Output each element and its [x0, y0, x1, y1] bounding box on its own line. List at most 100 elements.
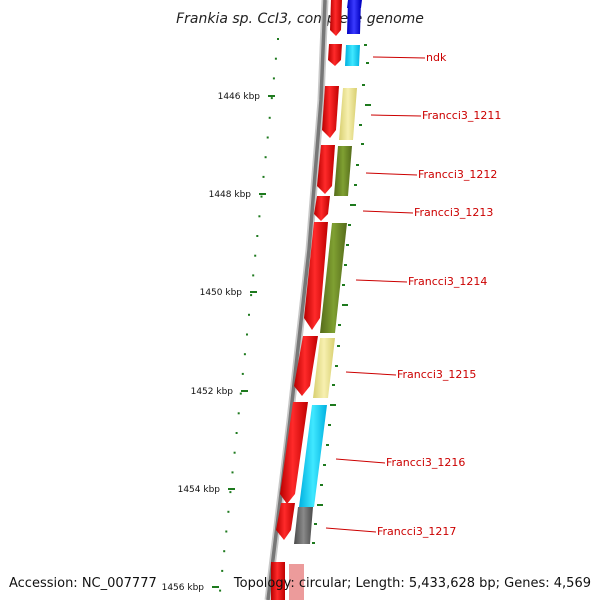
gene-label[interactable]: Francci3_1217 — [377, 525, 456, 538]
strand-tick — [344, 264, 347, 266]
gene-label-leader — [370, 114, 422, 117]
gene-arrow[interactable] — [271, 562, 285, 600]
ruler-dot — [268, 116, 271, 119]
gene-label-leader — [372, 56, 426, 59]
strand-tick — [356, 164, 359, 166]
gene-label[interactable]: Francci3_1212 — [418, 168, 497, 181]
ruler-dot — [250, 294, 253, 297]
gene-label[interactable]: Francci3_1216 — [386, 456, 465, 469]
ruler-dot — [264, 156, 267, 159]
ruler-dot — [237, 412, 240, 415]
kbp-tick-mark — [212, 586, 219, 588]
strand-tick — [323, 464, 326, 466]
gene-arrow-francci3-1217[interactable] — [276, 503, 295, 540]
ruler-dot — [219, 589, 222, 592]
gene-label[interactable]: Francci3_1215 — [397, 368, 476, 381]
feature-block-francci3-1211[interactable] — [339, 88, 357, 140]
strand-tick — [354, 184, 357, 186]
gene-label[interactable]: Francci3_1211 — [422, 109, 501, 122]
feature-block-francci3-1216[interactable] — [299, 405, 327, 507]
ruler-dot — [225, 530, 228, 533]
kbp-tick-label: 1452 kbp — [191, 387, 234, 397]
kbp-tick-mark — [228, 488, 235, 490]
feature-block-blue[interactable] — [347, 0, 361, 34]
feature-block-ndk[interactable] — [345, 45, 360, 66]
strand-tick — [338, 324, 341, 326]
feature-block-francci3-1212[interactable] — [334, 146, 352, 196]
gene-arrow[interactable] — [330, 0, 342, 36]
gene-track-forward — [271, 0, 342, 600]
kbp-tick-label: 1454 kbp — [178, 485, 221, 495]
strand-tick — [348, 224, 351, 226]
gene-arrow-francci3-1213[interactable] — [314, 196, 330, 221]
kbp-tick-label: 1456 kbp — [162, 583, 205, 593]
ruler-dot — [254, 254, 257, 257]
ruler-dot — [256, 235, 259, 237]
ruler-dot — [277, 38, 279, 40]
gene-label-leader — [335, 458, 386, 464]
strand-ticks — [312, 44, 371, 544]
ruler-dot — [243, 353, 246, 356]
feature-block-francci3-1217[interactable] — [294, 507, 313, 544]
gene-track-features — [289, 0, 362, 600]
gene-arrow-ndk[interactable] — [328, 44, 342, 66]
strand-tick — [317, 504, 323, 506]
ruler-dot — [272, 77, 275, 80]
ruler-dot — [229, 491, 232, 494]
gene-label-leader — [325, 527, 377, 533]
gene-label-leader — [345, 371, 397, 376]
position-ruler — [219, 38, 279, 592]
gene-label-leader — [362, 210, 414, 214]
feature-block[interactable] — [289, 564, 304, 600]
ruler-dot — [274, 57, 277, 60]
ruler-dot — [262, 175, 265, 178]
ruler-dot — [258, 215, 261, 218]
kbp-tick-mark — [268, 95, 275, 97]
gene-arrow-francci3-1216[interactable] — [280, 402, 308, 504]
gene-label[interactable]: ndk — [426, 51, 447, 64]
ruler-dot — [227, 510, 230, 513]
strand-tick — [362, 84, 365, 86]
strand-tick — [326, 444, 329, 446]
strand-tick — [337, 345, 340, 347]
topology-label: Topology: circular; Length: 5,433,628 bp… — [233, 576, 591, 591]
kbp-tick-mark — [259, 193, 266, 195]
kbp-tick-label: 1448 kbp — [209, 190, 252, 200]
strand-tick — [330, 404, 336, 406]
ruler-dot — [248, 313, 250, 316]
gene-label-leader — [365, 172, 418, 176]
strand-tick — [361, 143, 364, 145]
ruler-dot — [239, 392, 242, 395]
feature-block-francci3-1214[interactable] — [320, 223, 347, 333]
gene-arrow-francci3-1214[interactable] — [304, 222, 328, 330]
ruler-dot — [266, 136, 269, 139]
kbp-tick-label: 1446 kbp — [218, 92, 261, 102]
kbp-tick-label: 1450 kbp — [200, 288, 243, 298]
ruler-dot — [252, 274, 255, 277]
strand-tick — [332, 384, 335, 386]
strand-tick — [335, 365, 338, 367]
gene-labels: ndk Francci3_1211 Francci3_1212 Francci3_12… — [325, 51, 501, 538]
gene-arrow-francci3-1212[interactable] — [317, 145, 335, 194]
kbp-tick-mark — [250, 291, 257, 293]
strand-tick — [312, 542, 315, 544]
gene-label[interactable]: Francci3_1213 — [414, 206, 493, 219]
ruler-dot — [221, 569, 224, 572]
ruler-dot — [231, 471, 234, 474]
kbp-tick-mark — [241, 390, 248, 392]
strand-tick — [350, 204, 356, 206]
strand-tick — [346, 244, 349, 246]
ruler-dot — [235, 432, 238, 434]
genome-title: Frankia sp. CcI3, complete genome — [176, 11, 424, 27]
feature-block-francci3-1215[interactable] — [313, 338, 335, 398]
accession-label: Accession: NC_007777 — [9, 576, 157, 591]
gene-arrow-francci3-1211[interactable] — [322, 86, 339, 138]
strand-tick — [366, 62, 369, 64]
ruler-dot — [233, 451, 236, 454]
gene-arrow-francci3-1215[interactable] — [294, 336, 318, 396]
strand-tick — [328, 424, 331, 426]
gene-label[interactable]: Francci3_1214 — [408, 275, 487, 288]
ruler-dot — [246, 333, 248, 336]
